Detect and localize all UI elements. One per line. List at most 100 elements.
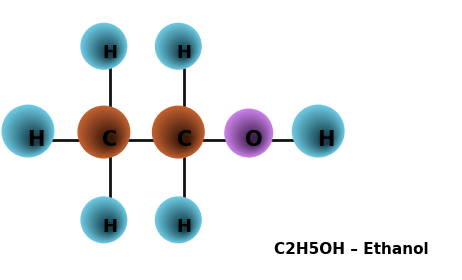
Ellipse shape [83,199,126,242]
Ellipse shape [322,136,329,144]
Ellipse shape [236,121,266,151]
Ellipse shape [95,125,120,149]
Ellipse shape [165,207,196,238]
Ellipse shape [91,207,122,238]
Ellipse shape [6,109,52,155]
Ellipse shape [9,112,50,154]
Ellipse shape [79,108,129,157]
Ellipse shape [106,136,114,144]
Ellipse shape [100,129,117,147]
Text: H: H [103,44,117,62]
Ellipse shape [22,126,44,148]
Ellipse shape [244,130,261,146]
Ellipse shape [2,105,54,157]
Ellipse shape [156,109,202,156]
Ellipse shape [163,31,197,66]
Ellipse shape [160,115,200,154]
Ellipse shape [296,109,342,155]
Ellipse shape [103,220,115,232]
Ellipse shape [101,44,116,59]
Ellipse shape [4,107,53,156]
Ellipse shape [18,122,46,150]
Ellipse shape [28,133,41,145]
Ellipse shape [87,203,124,240]
Ellipse shape [88,31,123,66]
Ellipse shape [158,200,200,241]
Ellipse shape [10,114,50,153]
Ellipse shape [85,28,124,67]
Ellipse shape [17,121,47,150]
Ellipse shape [240,126,263,149]
Ellipse shape [102,219,116,232]
Ellipse shape [171,39,193,61]
Ellipse shape [85,201,124,241]
Ellipse shape [179,134,189,145]
Ellipse shape [231,115,269,154]
Ellipse shape [25,129,43,147]
Ellipse shape [320,134,330,144]
Ellipse shape [84,200,125,241]
Ellipse shape [239,124,264,150]
Ellipse shape [160,201,199,241]
Text: H: H [317,130,334,150]
Ellipse shape [101,131,116,146]
Ellipse shape [176,131,191,146]
Ellipse shape [89,118,123,152]
Ellipse shape [84,113,126,155]
Ellipse shape [154,108,203,157]
Ellipse shape [167,35,195,64]
Ellipse shape [175,218,191,233]
Ellipse shape [229,114,270,155]
Ellipse shape [163,204,197,239]
Ellipse shape [92,121,122,151]
Ellipse shape [13,117,48,152]
Ellipse shape [92,35,121,64]
Text: O: O [245,130,262,150]
Ellipse shape [292,105,344,157]
Ellipse shape [168,210,195,237]
Text: C: C [102,130,117,150]
Ellipse shape [181,50,188,57]
Ellipse shape [91,120,122,152]
Ellipse shape [249,135,258,144]
Ellipse shape [97,213,118,235]
Ellipse shape [162,116,199,153]
Ellipse shape [157,199,201,242]
Ellipse shape [90,206,122,239]
Ellipse shape [312,126,334,148]
Ellipse shape [170,212,194,236]
Ellipse shape [161,29,198,66]
Ellipse shape [247,133,259,145]
Ellipse shape [103,47,115,58]
Ellipse shape [101,218,116,233]
Ellipse shape [103,133,116,145]
Ellipse shape [98,214,118,234]
Ellipse shape [164,118,198,152]
Ellipse shape [310,124,335,149]
Ellipse shape [165,120,197,152]
Ellipse shape [176,45,190,59]
Ellipse shape [99,43,117,60]
Ellipse shape [305,119,338,151]
Ellipse shape [167,209,195,237]
Ellipse shape [178,220,189,232]
Ellipse shape [175,44,191,59]
Ellipse shape [302,116,339,153]
Ellipse shape [299,112,341,154]
Text: H: H [177,44,192,62]
Ellipse shape [92,209,121,237]
Ellipse shape [304,117,338,152]
Ellipse shape [172,214,192,234]
Ellipse shape [309,122,336,150]
Ellipse shape [94,210,120,237]
Ellipse shape [171,126,194,148]
Ellipse shape [7,110,51,155]
Ellipse shape [88,204,123,239]
Ellipse shape [157,111,201,155]
Ellipse shape [27,131,42,146]
Ellipse shape [237,123,265,150]
Ellipse shape [98,128,118,148]
Ellipse shape [177,133,190,145]
Ellipse shape [106,50,113,57]
Ellipse shape [226,111,272,156]
